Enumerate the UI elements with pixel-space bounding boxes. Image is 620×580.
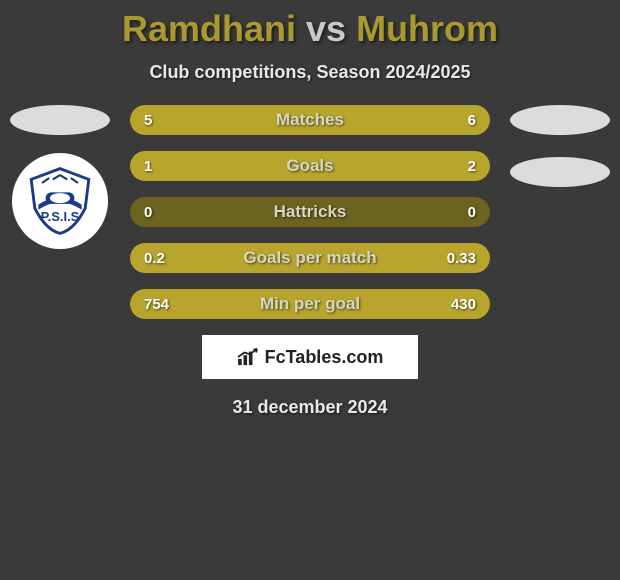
chart-icon [237,348,259,366]
stat-value-right: 6 [468,105,476,135]
stat-row-3: Goals per match0.20.33 [130,243,490,273]
stat-value-right: 0.33 [447,243,476,273]
player2-avatar-placeholder [510,105,610,135]
stat-value-right: 430 [451,289,476,319]
stat-row-0: Matches56 [130,105,490,135]
stat-label: Hattricks [130,197,490,227]
left-avatar-column: P.S.I.S [10,105,110,249]
brand-text: FcTables.com [265,347,384,368]
stat-bar-left [130,105,294,135]
stat-row-4: Min per goal754430 [130,289,490,319]
svg-text:P.S.I.S: P.S.I.S [41,209,80,224]
vs-text: vs [306,8,346,49]
stat-value-left: 5 [144,105,152,135]
stats-bars: Matches56Goals12Hattricks00Goals per mat… [130,105,490,319]
stat-row-2: Hattricks0 0 [130,197,490,227]
player1-avatar-placeholder [10,105,110,135]
stat-bar-right [294,105,490,135]
player2-name: Muhrom [356,8,498,49]
brand-box[interactable]: FcTables.com [202,335,418,379]
date-line: 31 december 2024 [0,397,620,418]
player1-club-badge: P.S.I.S [12,153,108,249]
page-title: Ramdhani vs Muhrom [0,0,620,50]
stat-value-left: 1 [144,151,152,181]
stat-value-right: 0 [468,197,476,227]
stat-value-left: 0.2 [144,243,165,273]
comparison-layout: P.S.I.S Matches56Goals12Hattricks00Goals… [0,105,620,319]
stat-row-1: Goals12 [130,151,490,181]
stat-bar-right [250,151,490,181]
psis-badge-icon: P.S.I.S [24,165,96,237]
subtitle: Club competitions, Season 2024/2025 [0,62,620,83]
stat-value-right: 2 [468,151,476,181]
right-avatar-column [510,105,610,187]
stat-value-left: 754 [144,289,169,319]
stat-value-left: 0 [144,197,152,227]
player2-club-placeholder [510,157,610,187]
player1-name: Ramdhani [122,8,296,49]
